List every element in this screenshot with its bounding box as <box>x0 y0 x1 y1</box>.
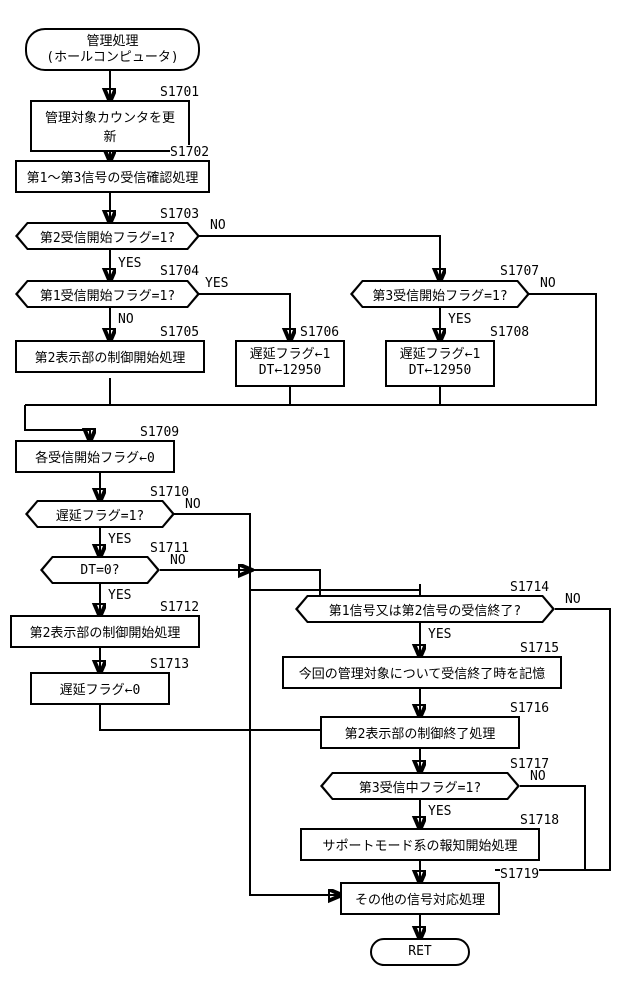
step-id-s1706: S1706 <box>300 325 339 340</box>
process-s1708: 遅延フラグ←1 DT←12950 <box>385 340 495 387</box>
text-s1703: 第2受信開始フラグ=1? <box>40 227 175 246</box>
no-s1711: NO <box>170 553 186 568</box>
process-s1719: その他の信号対応処理 <box>340 882 500 915</box>
no-s1710: NO <box>185 497 201 512</box>
decision-s1707: 第3受信開始フラグ=1? <box>350 280 530 308</box>
text-s1717: 第3受信中フラグ=1? <box>359 777 481 796</box>
text-s1706: 遅延フラグ←1 DT←12950 <box>250 347 331 380</box>
text-s1716: 第2表示部の制御終了処理 <box>345 723 496 742</box>
decision-s1711: DT=0? <box>40 556 160 584</box>
text-s1704: 第1受信開始フラグ=1? <box>40 285 175 304</box>
process-s1701: 管理対象カウンタを更新 <box>30 100 190 152</box>
text-s1715: 今回の管理対象について受信終了時を記憶 <box>299 663 546 682</box>
process-s1716: 第2表示部の制御終了処理 <box>320 716 520 749</box>
no-s1703: NO <box>210 218 226 233</box>
text-s1713: 遅延フラグ←0 <box>60 679 141 698</box>
no-s1704: NO <box>118 312 134 327</box>
yes-s1703: YES <box>118 256 141 271</box>
step-id-s1705: S1705 <box>160 325 199 340</box>
step-id-s1715: S1715 <box>520 641 559 656</box>
yes-s1710: YES <box>108 532 131 547</box>
text-s1707: 第3受信開始フラグ=1? <box>372 285 507 304</box>
step-id-s1703: S1703 <box>160 207 199 222</box>
step-id-s1710: S1710 <box>150 485 189 500</box>
step-id-s1712: S1712 <box>160 600 199 615</box>
decision-s1717: 第3受信中フラグ=1? <box>320 772 520 800</box>
no-s1717: NO <box>530 769 546 784</box>
text-s1712: 第2表示部の制御開始処理 <box>30 622 181 641</box>
process-s1712: 第2表示部の制御開始処理 <box>10 615 200 648</box>
text-s1709: 各受信開始フラグ←0 <box>35 447 155 466</box>
text-s1701: 管理対象カウンタを更新 <box>40 107 180 145</box>
text-s1705: 第2表示部の制御開始処理 <box>35 347 186 366</box>
yes-s1704: YES <box>205 276 228 291</box>
step-id-s1709: S1709 <box>140 425 179 440</box>
step-id-s1713: S1713 <box>150 657 189 672</box>
process-s1705: 第2表示部の制御開始処理 <box>15 340 205 373</box>
text-s1708: 遅延フラグ←1 DT←12950 <box>400 347 481 380</box>
step-id-s1704: S1704 <box>160 264 199 279</box>
process-s1713: 遅延フラグ←0 <box>30 672 170 705</box>
terminal-start: 管理処理 (ホールコンピュータ) <box>25 28 200 71</box>
no-s1714: NO <box>565 592 581 607</box>
decision-s1714: 第1信号又は第2信号の受信終了? <box>295 595 555 623</box>
start-line1: 管理処理 <box>86 34 138 49</box>
yes-s1717: YES <box>428 804 451 819</box>
yes-s1714: YES <box>428 627 451 642</box>
step-id-s1708: S1708 <box>490 325 529 340</box>
text-s1719: その他の信号対応処理 <box>355 889 485 908</box>
text-s1718: サポートモード系の報知開始処理 <box>322 835 517 854</box>
process-s1706: 遅延フラグ←1 DT←12950 <box>235 340 345 387</box>
ret-text: RET <box>408 944 431 960</box>
process-s1709: 各受信開始フラグ←0 <box>15 440 175 473</box>
start-line2: (ホールコンピュータ) <box>46 50 178 65</box>
text-s1711: DT=0? <box>80 563 119 578</box>
step-id-s1718: S1718 <box>520 813 559 828</box>
process-s1718: サポートモード系の報知開始処理 <box>300 828 540 861</box>
process-s1715: 今回の管理対象について受信終了時を記憶 <box>282 656 562 689</box>
yes-s1707: YES <box>448 312 471 327</box>
text-s1714: 第1信号又は第2信号の受信終了? <box>329 600 521 619</box>
process-s1702: 第1～第3信号の受信確認処理 <box>15 160 210 193</box>
text-s1702: 第1～第3信号の受信確認処理 <box>27 167 199 186</box>
step-id-s1714: S1714 <box>510 580 549 595</box>
text-s1710: 遅延フラグ=1? <box>56 505 144 524</box>
step-id-s1719: S1719 <box>500 867 539 882</box>
no-s1707: NO <box>540 276 556 291</box>
step-id-s1707: S1707 <box>500 264 539 279</box>
step-id-s1701: S1701 <box>160 85 199 100</box>
terminal-ret: RET <box>370 938 470 966</box>
decision-s1704: 第1受信開始フラグ=1? <box>15 280 200 308</box>
step-id-s1702: S1702 <box>170 145 209 160</box>
step-id-s1716: S1716 <box>510 701 549 716</box>
decision-s1703: 第2受信開始フラグ=1? <box>15 222 200 250</box>
decision-s1710: 遅延フラグ=1? <box>25 500 175 528</box>
yes-s1711: YES <box>108 588 131 603</box>
